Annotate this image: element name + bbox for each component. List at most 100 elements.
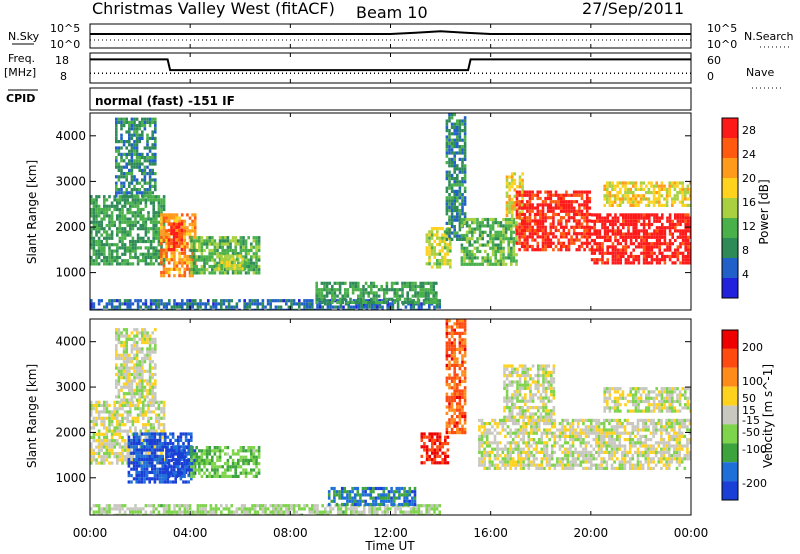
heatmap-cell: [655, 213, 659, 217]
heatmap-cell: [676, 258, 680, 262]
heatmap-cell: [139, 305, 142, 309]
heatmap-cell: [162, 207, 166, 212]
heatmap-cell: [224, 452, 227, 456]
heatmap-cell: [113, 255, 116, 260]
heatmap-cell: [105, 214, 109, 218]
heatmap-cell: [105, 230, 109, 234]
heatmap-cell: [463, 202, 467, 206]
heatmap-cell: [239, 261, 243, 265]
heatmap-cell: [116, 507, 119, 511]
heatmap-cell: [130, 392, 134, 396]
heatmap-cell: [242, 236, 245, 240]
heatmap-cell: [129, 227, 132, 231]
heatmap-cell: [611, 222, 615, 227]
heatmap-cell: [252, 264, 256, 269]
heatmap-cell: [648, 248, 651, 252]
heatmap-cell: [491, 233, 495, 238]
heatmap-cell: [629, 251, 633, 255]
heatmap-cell: [157, 416, 161, 420]
heatmap-cell: [110, 442, 114, 446]
heatmap-cell: [681, 219, 685, 223]
heatmap-cell: [133, 379, 136, 383]
heatmap-cell: [174, 480, 177, 484]
heatmap-cell: [100, 211, 103, 215]
heatmap-cell: [198, 245, 201, 249]
heatmap-cell: [100, 239, 103, 244]
heatmap-cell: [588, 235, 592, 239]
heatmap-cell: [637, 245, 641, 249]
heatmap-cell: [603, 235, 607, 239]
heatmap-cell: [541, 244, 545, 249]
heatmap-cell: [155, 419, 158, 424]
heatmap-cell: [162, 259, 166, 263]
heatmap-cell: [632, 200, 635, 204]
heatmap-cell: [453, 189, 456, 193]
heatmap-cell: [170, 216, 174, 220]
heatmap-cell: [533, 212, 537, 217]
heatmap-cell: [648, 213, 651, 217]
heatmap-cell: [126, 429, 129, 433]
heatmap-cell: [120, 124, 123, 128]
heatmap-cell: [141, 372, 144, 377]
heatmap-cell: [151, 331, 154, 335]
heatmap-cell: [247, 258, 250, 262]
heatmap-cell: [123, 448, 127, 452]
heatmap-cell: [456, 122, 459, 126]
heatmap-cell: [567, 244, 571, 249]
heatmap-cell: [681, 258, 685, 262]
heatmap-cell: [226, 474, 230, 478]
heatmap-cell: [414, 291, 417, 295]
heatmap-cell: [135, 458, 138, 462]
heatmap-cell: [138, 191, 141, 195]
heatmap-cell: [448, 164, 451, 168]
heatmap-cell: [165, 258, 168, 262]
heatmap-cell: [200, 458, 204, 462]
heatmap-cell: [194, 308, 197, 310]
heatmap-cell: [458, 215, 462, 219]
heatmap-cell: [580, 190, 584, 194]
heatmap-cell: [125, 376, 128, 380]
heatmap-cell: [645, 216, 648, 220]
heatmap-cell: [165, 507, 168, 511]
heatmap-cell: [186, 510, 189, 514]
heatmap-cell: [590, 251, 594, 255]
heatmap-cell: [521, 204, 524, 208]
heatmap-cell: [567, 203, 571, 207]
heatmap-cell: [198, 455, 201, 459]
heatmap-cell: [173, 305, 176, 309]
heatmap-cell: [673, 200, 677, 204]
heatmap-cell: [531, 209, 534, 213]
heatmap-cell: [611, 248, 615, 252]
heatmap-cell: [203, 452, 206, 456]
heatmap-cell: [143, 165, 147, 169]
heatmap-cell: [181, 302, 184, 306]
heatmap-cell: [126, 249, 129, 253]
heatmap-cell: [115, 181, 118, 185]
heatmap-cell: [325, 294, 329, 298]
heatmap-cell: [518, 185, 522, 189]
heatmap-cell: [182, 442, 185, 446]
heatmap-cell: [220, 299, 223, 303]
heatmap-cell: [183, 510, 187, 514]
heatmap-cell: [145, 448, 149, 452]
heatmap-cell: [190, 449, 193, 453]
heatmap-cell: [139, 246, 142, 250]
heatmap-cell: [152, 302, 155, 306]
heatmap-cell: [180, 251, 184, 255]
heatmap-cell: [269, 305, 272, 309]
heatmap-cell: [580, 196, 584, 201]
heatmap-cell: [565, 225, 568, 229]
heatmap-cell: [121, 419, 124, 424]
heatmap-cell: [632, 258, 635, 262]
heatmap-cell: [572, 190, 576, 194]
heatmap-cell: [463, 173, 467, 177]
heatmap-cell: [570, 241, 573, 245]
heatmap-cell: [450, 157, 454, 161]
heatmap-cell: [173, 261, 176, 265]
heatmap-cell: [460, 233, 464, 238]
heatmap-cell: [151, 133, 154, 137]
heatmap-cell: [684, 261, 687, 265]
heatmap-cell: [170, 228, 173, 232]
heatmap-cell: [559, 216, 563, 220]
heatmap-cell: [689, 258, 691, 262]
